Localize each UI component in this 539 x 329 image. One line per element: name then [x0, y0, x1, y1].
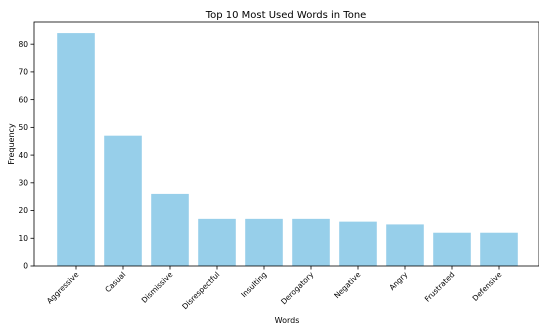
y-tick-label: 50: [18, 123, 28, 132]
y-tick-label: 70: [18, 68, 28, 77]
y-axis-ticks: 0 10 20 30 40 50 60 70 80: [18, 40, 34, 271]
x-tick-label: Angry: [387, 270, 409, 292]
bar-negative: [339, 221, 377, 266]
y-tick-label: 0: [23, 262, 28, 271]
x-tick-label: Negative: [332, 270, 362, 300]
x-tick-label: Casual: [103, 270, 127, 294]
x-axis-label: Words: [275, 316, 300, 325]
x-axis-ticks: Aggressive Casual Dismissive Disrespectful I…: [45, 266, 504, 311]
bar-insulting: [245, 218, 283, 266]
x-tick-label: Disrespectful: [180, 270, 221, 311]
x-tick-label: Aggressive: [45, 270, 81, 306]
bars-group: [57, 33, 518, 266]
x-tick-label: Defensive: [471, 270, 504, 303]
y-tick-label: 80: [18, 40, 28, 49]
x-tick-label: Dismissive: [140, 270, 175, 305]
bar-frustrated: [433, 232, 471, 266]
x-tick-label: Derogatory: [279, 270, 316, 307]
bar-casual: [104, 135, 142, 266]
y-tick-label: 40: [18, 151, 28, 160]
y-axis-label: Frequency: [7, 123, 16, 165]
x-tick-label: Insulting: [239, 270, 268, 299]
bar-dismissive: [151, 193, 189, 266]
bar-angry: [386, 224, 424, 266]
chart-title: Top 10 Most Used Words in Tone: [205, 10, 367, 21]
y-tick-label: 10: [18, 234, 28, 243]
bar-aggressive: [57, 33, 95, 266]
bar-derogatory: [292, 218, 330, 266]
y-tick-label: 60: [18, 95, 28, 104]
x-tick-label: Frustrated: [423, 270, 457, 304]
y-tick-label: 20: [18, 206, 28, 215]
y-tick-label: 30: [18, 179, 28, 188]
bar-disrespectful: [198, 218, 236, 266]
bar-defensive: [480, 232, 518, 266]
plot-frame: [33, 21, 539, 267]
